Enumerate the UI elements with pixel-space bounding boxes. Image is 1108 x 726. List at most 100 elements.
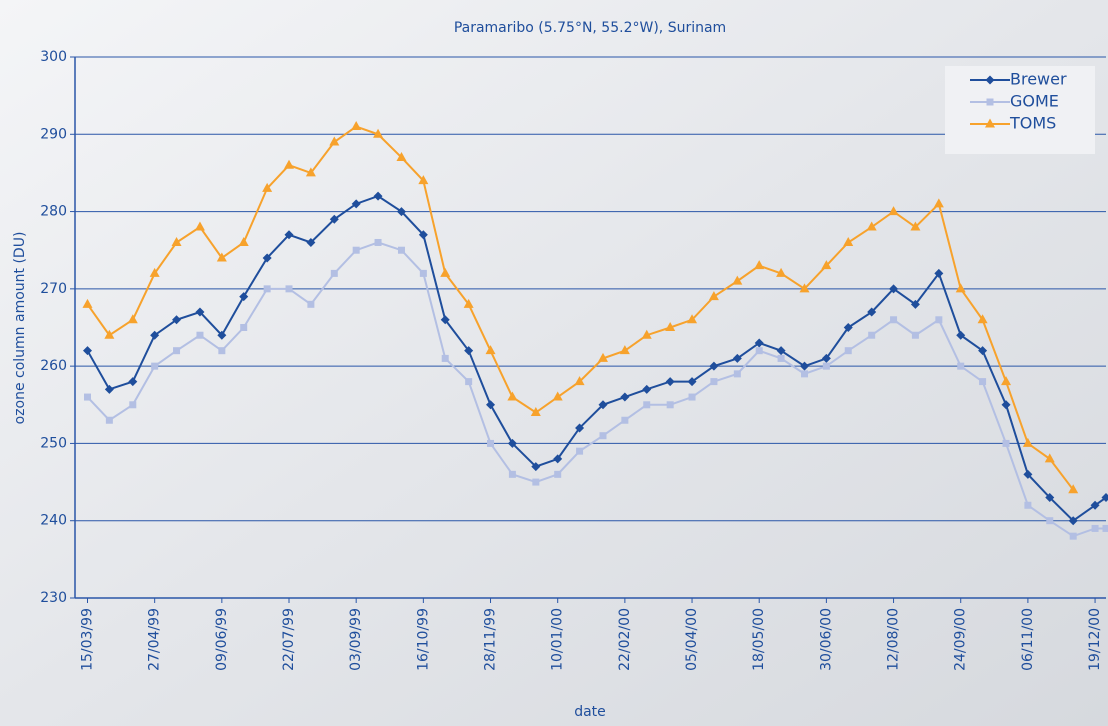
x-tick-label: 22/07/99 [281,608,297,671]
point [1022,437,1033,447]
legend-label: TOMS [1009,114,1056,133]
point [665,322,676,331]
point [127,314,138,324]
point [531,462,541,472]
point [1002,439,1010,447]
point [105,416,113,424]
point [576,447,584,455]
point [666,401,674,409]
point [305,167,316,177]
point [352,246,360,254]
point [83,393,91,401]
point [239,292,249,302]
point [911,331,919,339]
point [485,345,496,355]
x-tick-label: 19/12/00 [1087,608,1103,671]
point [574,376,585,386]
point [1101,493,1108,503]
point [507,438,517,448]
point [151,362,159,370]
point [307,300,315,308]
point [464,346,474,356]
point [1090,500,1100,510]
legend-label: GOME [1010,92,1059,111]
point [821,260,832,270]
point [821,353,831,363]
point [418,230,428,240]
point [733,370,741,378]
y-tick-label: 240 [40,513,67,529]
point [777,354,785,362]
x-tick-label: 15/03/99 [79,608,95,671]
legend-label: Brewer [1010,70,1067,89]
point [104,384,114,394]
point [843,236,854,246]
point [776,346,786,356]
y-tick-label: 290 [40,126,67,142]
point [329,214,339,224]
point [844,347,852,355]
point [149,267,160,277]
x-tick-label: 06/11/00 [1020,608,1036,671]
point [532,478,540,486]
point [554,470,562,478]
point [889,284,899,294]
point [553,454,563,464]
point [262,182,273,192]
point [910,221,921,231]
x-tick-label: 16/10/99 [415,608,431,671]
point [598,400,608,410]
point [597,352,608,362]
point [979,378,987,386]
point [128,377,138,387]
point [910,299,920,309]
point [1023,469,1033,479]
point [890,316,898,324]
point [1001,376,1012,386]
y-tick-label: 230 [40,590,67,606]
point [530,407,541,417]
point [508,470,516,478]
point [888,206,899,216]
point [619,345,630,355]
x-tick-label: 24/09/00 [953,608,969,671]
point [373,191,383,201]
y-tick-label: 300 [40,49,67,65]
point [977,314,988,324]
point [800,361,810,371]
point [263,285,271,293]
point [487,439,495,447]
chart-title: Paramaribo (5.75°N, 55.2°W), Surinam [454,20,726,36]
point [665,377,675,387]
point [82,346,92,356]
point [330,269,338,277]
point [440,267,451,277]
point [373,128,384,138]
point [843,323,853,332]
point [173,347,181,355]
point [687,314,698,324]
point [240,324,248,331]
point [1102,524,1108,532]
point [575,423,585,433]
point [1024,501,1032,509]
point [799,283,810,293]
point [708,291,719,301]
point [688,393,696,401]
point [620,392,630,402]
point [329,136,340,146]
x-tick-label: 05/04/00 [684,608,700,671]
point [754,260,765,270]
x-tick-label: 18/05/00 [751,608,767,671]
point [465,378,473,386]
x-tick-label: 30/06/00 [818,608,834,671]
point [441,354,449,362]
point [217,330,227,340]
y-tick-label: 280 [40,204,67,220]
point [194,221,205,231]
x-axis-label: date [574,704,606,720]
point [463,298,474,308]
point [687,377,697,387]
point [552,391,563,401]
